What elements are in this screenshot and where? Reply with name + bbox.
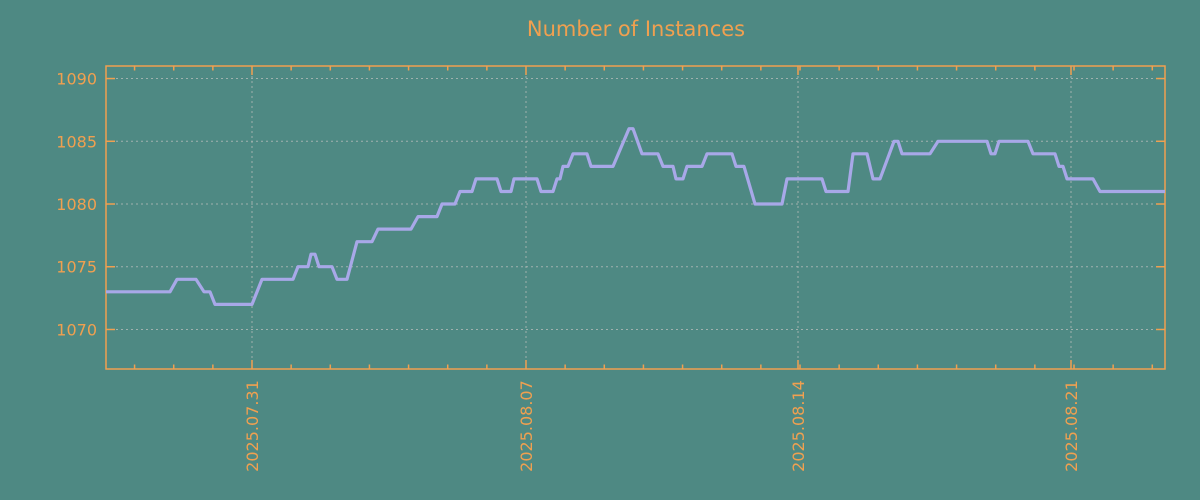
y-tick-label: 1090 <box>56 70 97 89</box>
y-tick-label: 1085 <box>56 132 97 151</box>
x-tick-label: 2025.07.31 <box>243 380 262 472</box>
y-tick-label: 1070 <box>56 320 97 339</box>
x-tick-label: 2025.08.14 <box>789 380 808 472</box>
chart-title: Number of Instances <box>526 17 746 41</box>
series-line-instances <box>106 127 1165 306</box>
y-tick-label: 1075 <box>56 258 97 277</box>
plot-frame <box>105 65 1166 370</box>
x-tick-label: 2025.08.07 <box>517 380 536 472</box>
y-tick-label: 1080 <box>56 195 97 214</box>
x-tick-label: 2025.08.21 <box>1062 380 1081 472</box>
